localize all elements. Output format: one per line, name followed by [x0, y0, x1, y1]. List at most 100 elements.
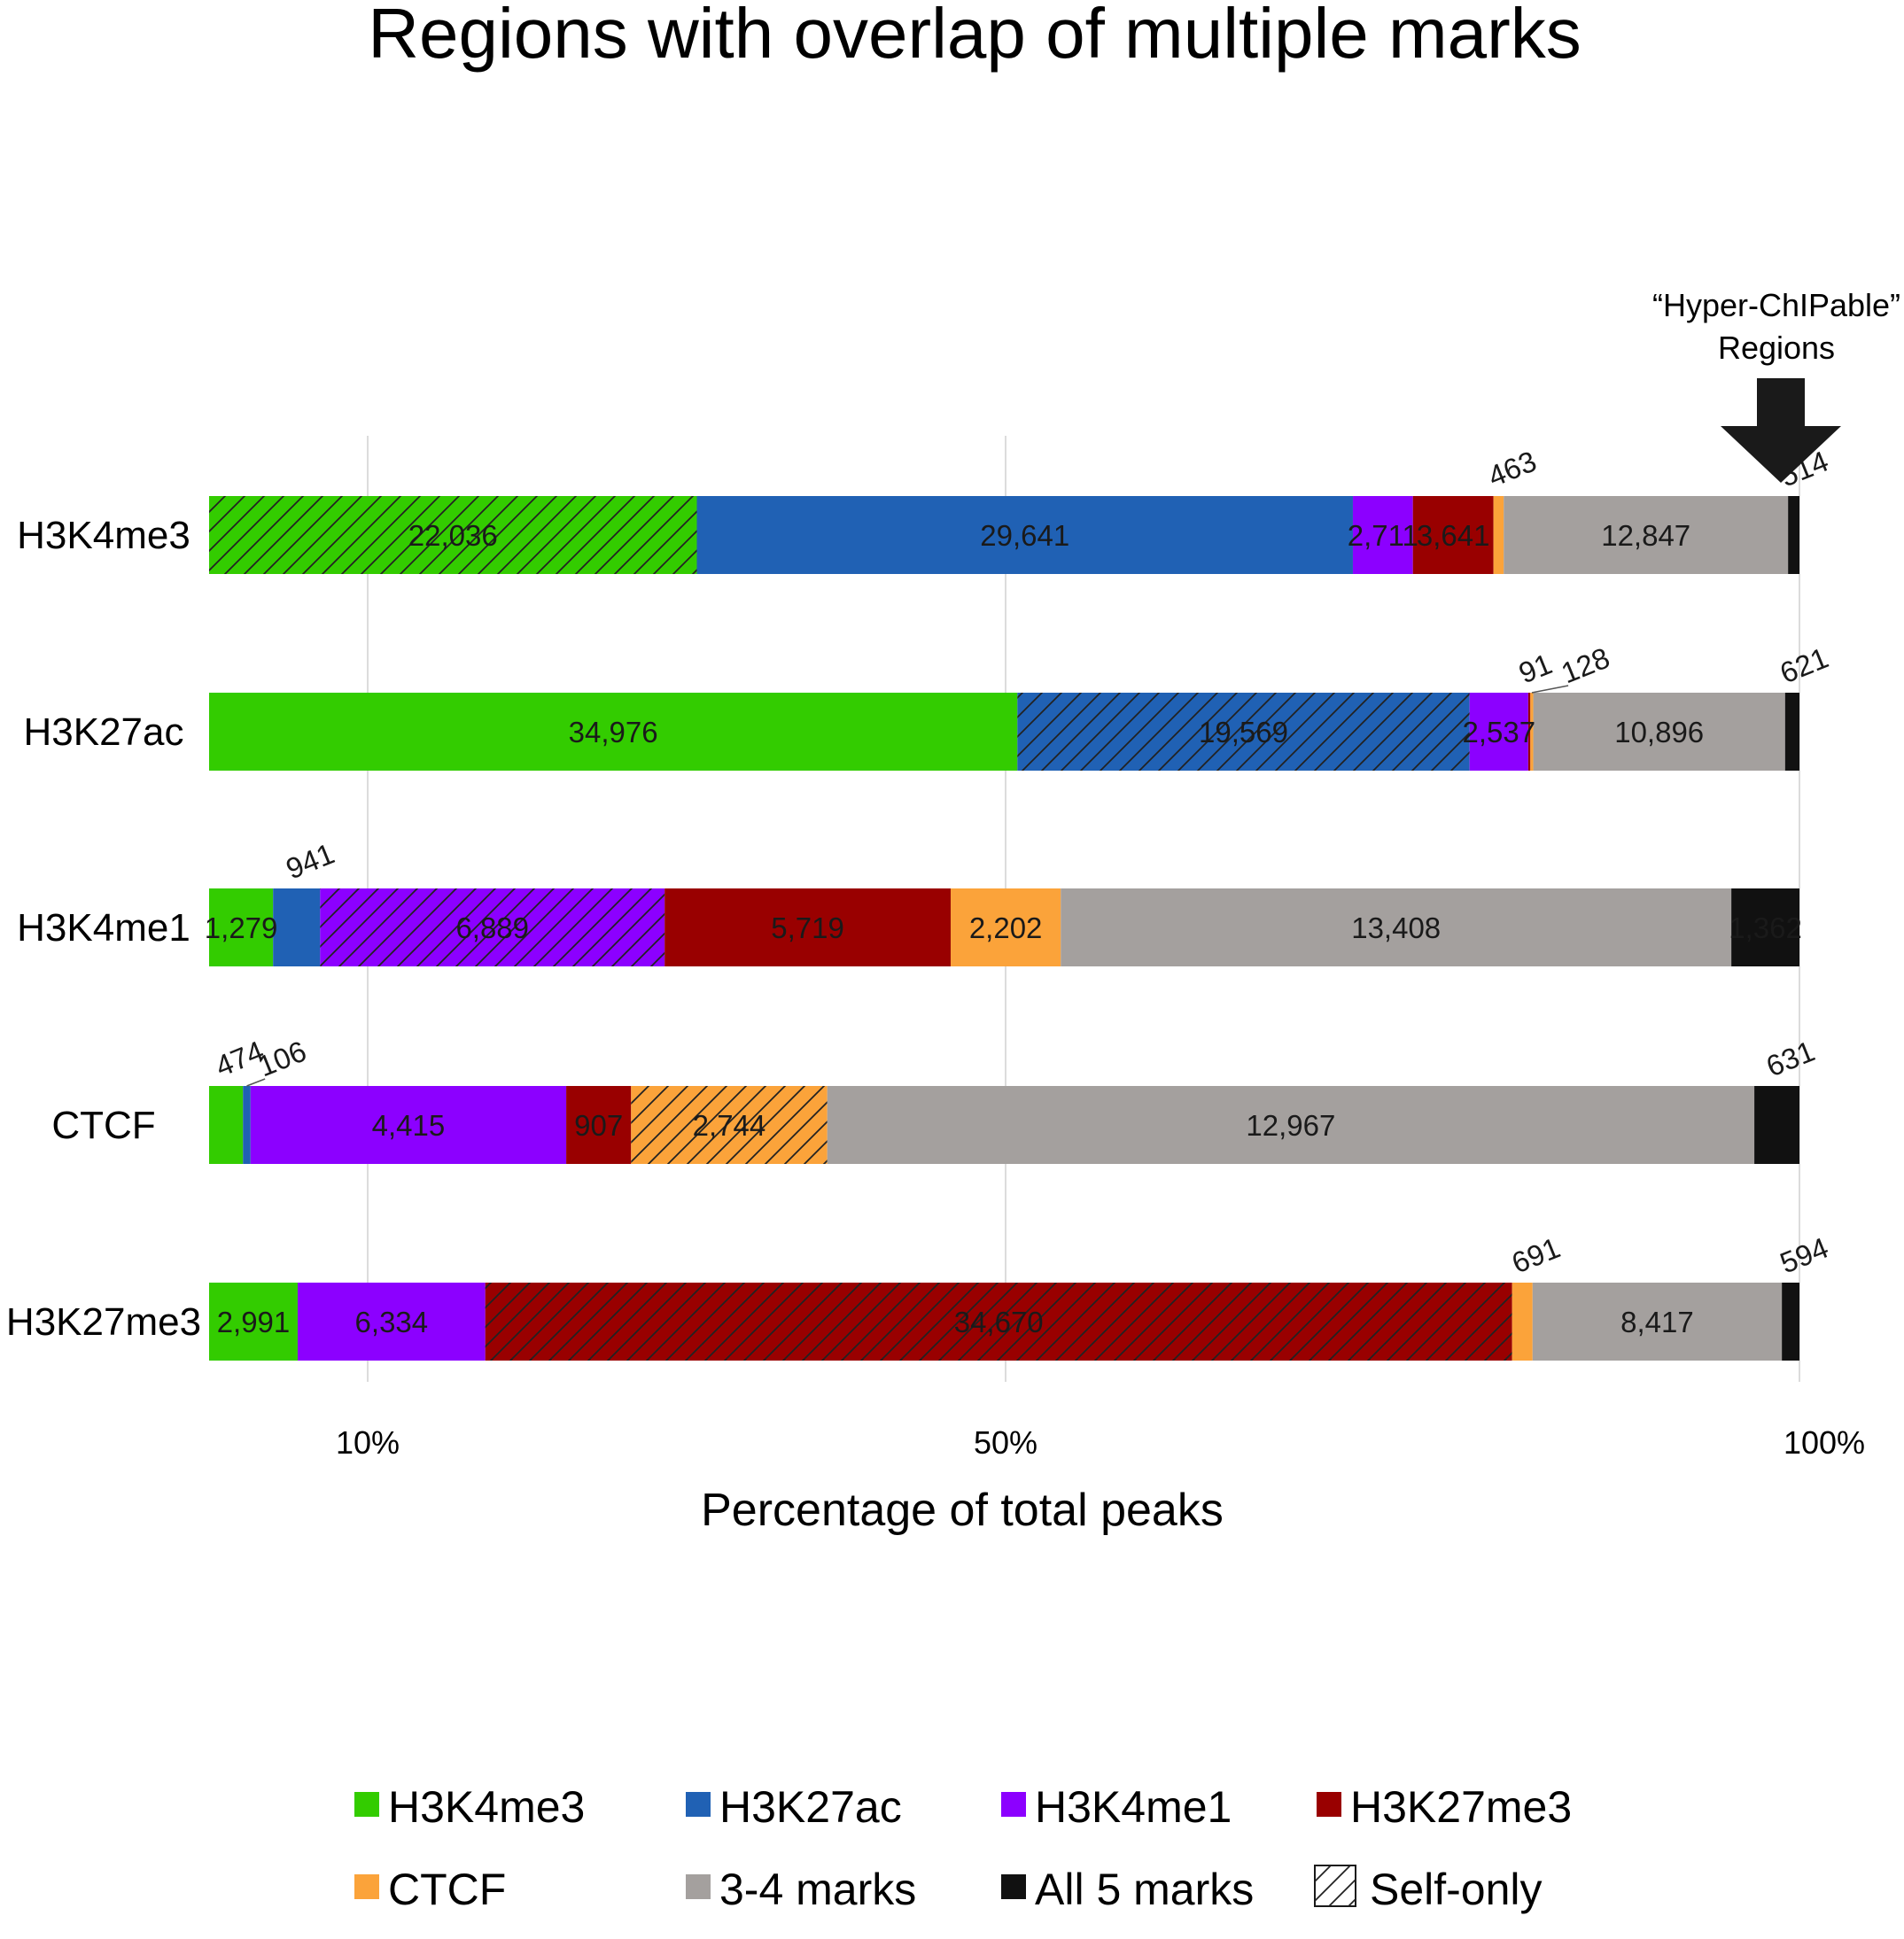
annotation-line-1: “Hyper-ChIPable” — [1652, 287, 1900, 323]
legend-item: H3K27me3 — [1317, 1782, 1572, 1832]
bar-segment — [1412, 496, 1494, 574]
legend-label: All 5 marks — [1035, 1865, 1254, 1914]
bar-value-label: 12,967 — [1246, 1109, 1335, 1142]
category-label: H3K27ac — [23, 710, 183, 754]
x-tick-label: 10% — [336, 1424, 400, 1461]
bar-value-label: 1,362 — [1729, 911, 1802, 944]
bar-row — [209, 693, 1799, 771]
legend-item: H3K4me3 — [354, 1782, 585, 1832]
bar-segment — [1754, 1086, 1799, 1164]
bar-value-label: 2,202 — [969, 911, 1043, 944]
legend-swatch — [354, 1874, 379, 1899]
bar-value-label: 6,334 — [355, 1306, 429, 1338]
category-label: CTCF — [51, 1104, 155, 1147]
bar-segment — [1782, 1283, 1799, 1361]
bar-value-label: 2,711 — [1348, 519, 1418, 552]
bar-value-label: 2,537 — [1463, 716, 1536, 748]
bar-segment — [827, 1086, 1755, 1164]
legend-hatch — [1315, 1865, 1356, 1906]
x-axis-label: Percentage of total peaks — [701, 1485, 1224, 1536]
label-leader-line — [1531, 685, 1569, 694]
chart-title: Regions with overlap of multiple marks — [368, 0, 1581, 73]
legend-swatch — [1001, 1792, 1026, 1817]
self-only-hatch — [209, 496, 697, 574]
bar-segment — [1788, 496, 1799, 574]
category-label: H3K4me3 — [17, 514, 190, 557]
bar-segment — [243, 1086, 251, 1164]
label-leader-line — [246, 1078, 266, 1087]
bar-value-label: 12,847 — [1601, 519, 1690, 552]
bar-segment — [1530, 693, 1534, 771]
bar-segment — [1532, 1283, 1783, 1361]
bar-value-label: 4,415 — [372, 1109, 446, 1142]
bar-row — [209, 888, 1799, 966]
legend: H3K4me3 H3K27ac H3K4me1 H3K27me3 CTCF 3-4 mar… — [354, 1782, 1572, 1914]
bar-segment — [209, 1086, 244, 1164]
bar-row — [209, 1086, 1799, 1164]
bar-segment — [209, 693, 1018, 771]
category-labels: H3K4me3 H3K27ac H3K4me1 CTCF H3K27me3 — [6, 514, 201, 1344]
legend-label: CTCF — [388, 1865, 506, 1914]
bar-value-label: 34,976 — [569, 716, 658, 748]
bar-segment — [1061, 888, 1732, 966]
self-only-hatch — [1017, 693, 1470, 771]
bar-segment — [1527, 693, 1531, 771]
bar-row — [209, 496, 1799, 574]
bar-value-label: 2,744 — [693, 1109, 766, 1142]
bar-value-label: 1,279 — [205, 911, 278, 944]
legend-item: CTCF — [354, 1865, 506, 1914]
category-label: H3K4me1 — [17, 906, 190, 950]
category-label: H3K27me3 — [6, 1300, 201, 1344]
legend-label: H3K27me3 — [1350, 1782, 1572, 1832]
hyper-chipable-annotation: “Hyper-ChIPable” Regions — [1652, 287, 1900, 483]
bar-value-label: 22,036 — [408, 519, 498, 552]
legend-item: H3K27ac — [686, 1782, 902, 1832]
bar-segment — [566, 1086, 632, 1164]
bar-value-label: 3,641 — [1417, 519, 1490, 552]
bar-segment — [209, 888, 274, 966]
legend-swatch — [354, 1792, 379, 1817]
legend-item: Self-only — [1314, 1865, 1543, 1914]
bar-value-label: 10,896 — [1614, 716, 1704, 748]
legend-item: 3-4 marks — [686, 1865, 916, 1914]
bar-segment — [209, 1283, 298, 1361]
bar-value-label: 2,991 — [217, 1306, 291, 1338]
x-axis-ticks: 10% 50% 100% — [336, 1424, 1865, 1461]
bars — [209, 496, 1799, 1361]
legend-swatch — [1001, 1874, 1026, 1899]
bar-segment — [273, 888, 321, 966]
bar-value-label: 34,670 — [954, 1306, 1044, 1338]
bar-row — [209, 1283, 1799, 1361]
bar-value-label: 5,719 — [771, 911, 844, 944]
bar-segment — [1493, 496, 1504, 574]
legend-swatch — [686, 1874, 711, 1899]
bar-segment — [696, 496, 1353, 574]
bar-segment — [1533, 693, 1785, 771]
legend-item: All 5 marks — [1001, 1865, 1254, 1914]
bar-value-label: 13,408 — [1351, 911, 1441, 944]
bar-value-label: 19,569 — [1199, 716, 1288, 748]
bar-value-label: 907 — [574, 1109, 623, 1142]
legend-label: 3-4 marks — [719, 1865, 916, 1914]
self-only-hatch — [631, 1086, 828, 1164]
bar-value-label: 8,417 — [1620, 1306, 1694, 1338]
bar-segment — [1784, 693, 1799, 771]
annotation-line-2: Regions — [1718, 330, 1835, 366]
self-only-hatch — [320, 888, 665, 966]
bar-segment — [1504, 496, 1789, 574]
legend-label: H3K4me1 — [1035, 1782, 1232, 1832]
legend-label: H3K27ac — [719, 1782, 902, 1832]
self-only-hatch — [485, 1283, 1512, 1361]
legend-item: H3K4me1 — [1001, 1782, 1232, 1832]
bar-value-label: 6,889 — [455, 911, 529, 944]
bar-segment — [950, 888, 1061, 966]
bar-segment — [1352, 496, 1413, 574]
legend-label: H3K4me3 — [388, 1782, 585, 1832]
bar-segment — [1512, 1283, 1533, 1361]
x-tick-label: 50% — [974, 1424, 1037, 1461]
down-arrow-icon — [1721, 378, 1841, 483]
legend-swatch — [1317, 1792, 1341, 1817]
bar-segment — [664, 888, 951, 966]
bar-segment — [250, 1086, 567, 1164]
